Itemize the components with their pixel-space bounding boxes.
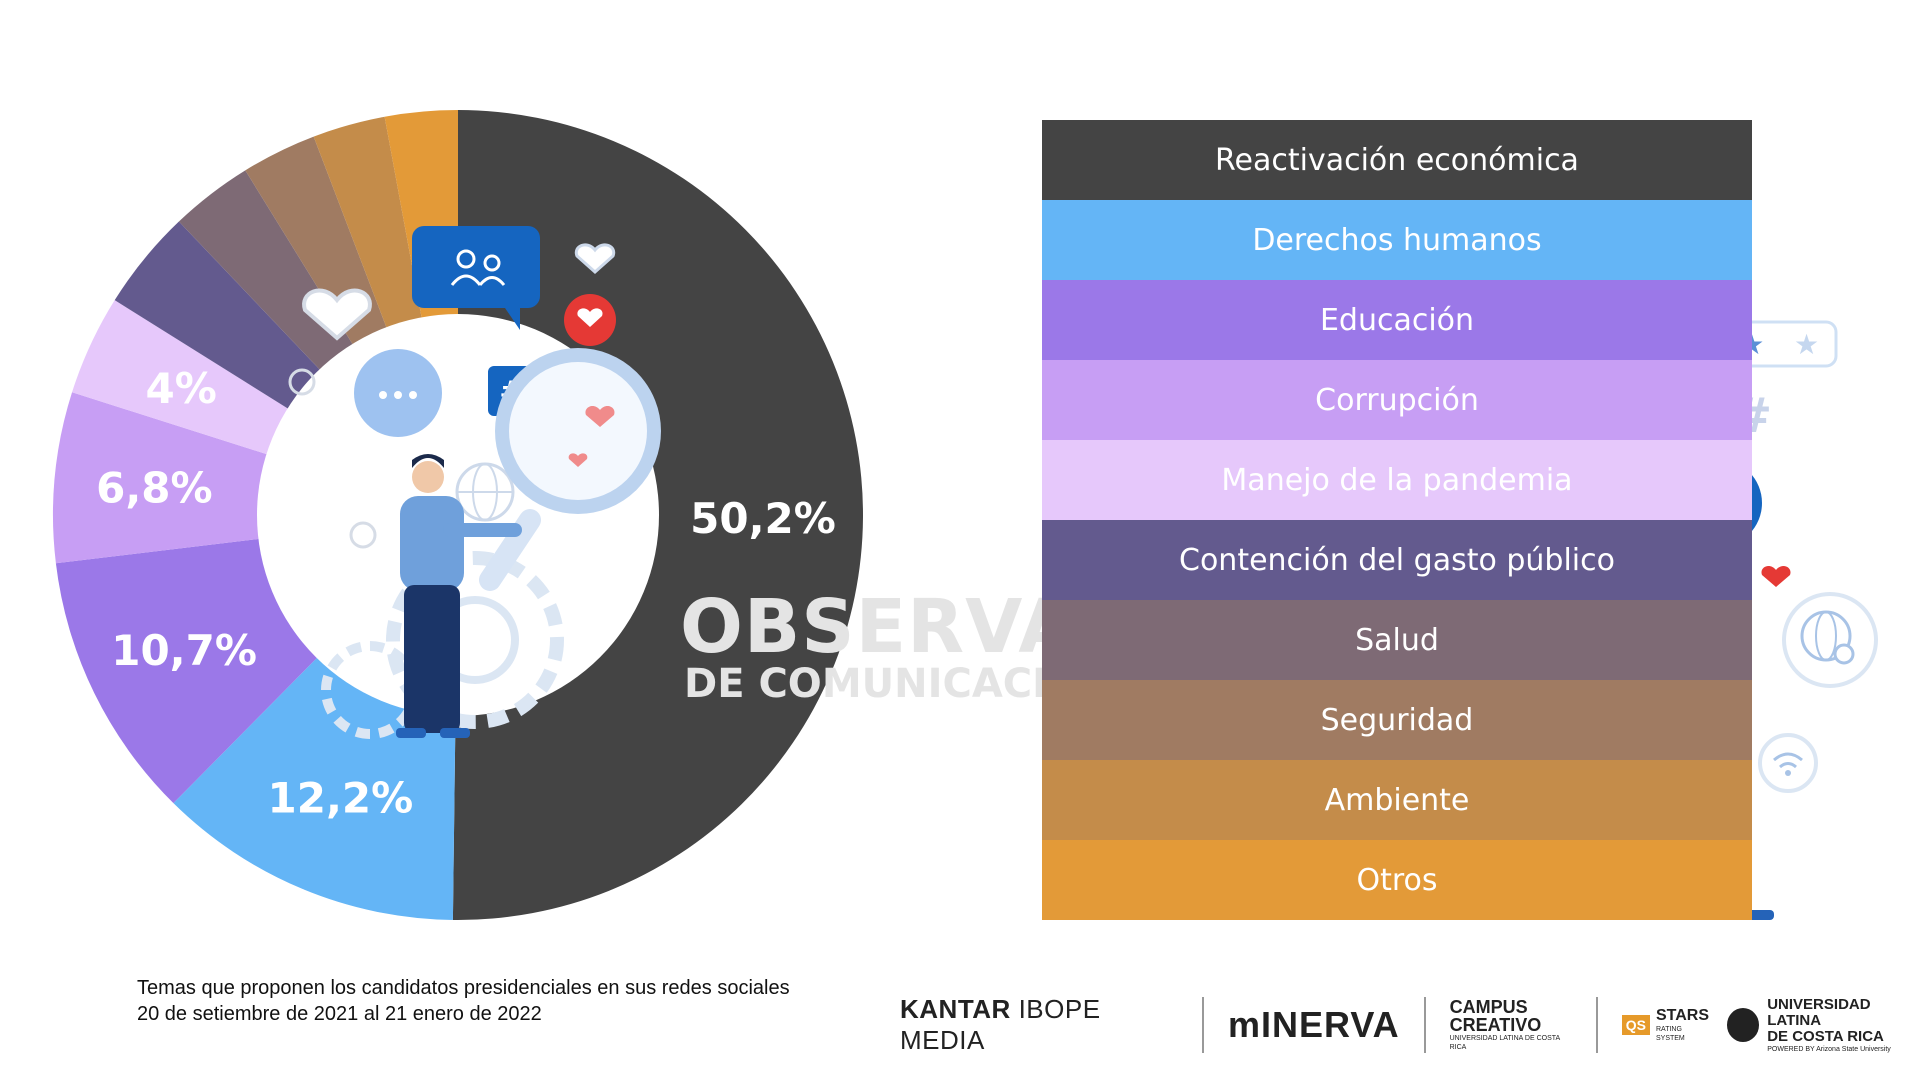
man-figure xyxy=(396,454,522,738)
globe-icon xyxy=(1727,1008,1760,1042)
caption-line-1: Temas que proponen los candidatos presid… xyxy=(137,977,790,999)
legend-item: Derechos humanos xyxy=(1042,200,1752,280)
dots-chat-icon xyxy=(354,349,442,437)
legend-item: Educación xyxy=(1042,280,1752,360)
legend-item: Contención del gasto público xyxy=(1042,520,1752,600)
sponsor-logos: KANTAR IBOPE MEDIA mINERVA CAMPUS CREATI… xyxy=(900,990,1920,1060)
heart-bubble-icon xyxy=(564,294,616,346)
heart-icon xyxy=(302,243,616,341)
svg-text:★: ★ xyxy=(1794,328,1819,361)
qs-stars-logo: QS STARS RATING SYSTEM xyxy=(1621,1007,1709,1043)
legend-item: Salud xyxy=(1042,600,1752,680)
caption-line-2: 20 de setiembre de 2021 al 21 enero de 2… xyxy=(137,1003,542,1025)
slice-label: 10,7% xyxy=(111,626,257,675)
campus-creativo-logo: CAMPUS CREATIVO UNIVERSIDAD LATINA DE CO… xyxy=(1449,997,1560,1051)
legend-item: Ambiente xyxy=(1042,760,1752,840)
minerva-logo: mINERVA xyxy=(1227,1004,1400,1045)
kantar-ibope-logo: KANTAR IBOPE MEDIA xyxy=(900,994,1101,1055)
legend-item: Seguridad xyxy=(1042,680,1752,760)
heart-icon xyxy=(1761,565,1791,587)
slice-label: 50,2% xyxy=(690,494,836,543)
people-chat-icon xyxy=(412,226,540,330)
caption: Temas que proponen los candidatos presid… xyxy=(137,975,790,1027)
globe-icon xyxy=(455,462,515,522)
slice-label: 4% xyxy=(146,364,217,413)
slice-label: 12,2% xyxy=(268,773,414,822)
legend-item: Reactivación económica xyxy=(1042,120,1752,200)
legend: Reactivación económica Derechos humanos Ed… xyxy=(1042,120,1752,920)
logo-divider xyxy=(1423,997,1426,1053)
slice-label: 6,8% xyxy=(96,463,212,512)
legend-item: Corrupción xyxy=(1042,360,1752,440)
wifi-icon xyxy=(1758,733,1818,793)
illustration: # xyxy=(288,226,661,739)
legend-item: Manejo de la pandemia xyxy=(1042,440,1752,520)
universidad-latina-logo: UNIVERSIDAD LATINA DE COSTA RICA POWERED… xyxy=(1727,996,1920,1054)
legend-item: Otros xyxy=(1042,840,1752,920)
magnifier-icon xyxy=(479,348,661,591)
logo-divider xyxy=(1595,997,1598,1053)
globe-icon xyxy=(1782,592,1878,688)
logo-divider xyxy=(1202,997,1204,1053)
